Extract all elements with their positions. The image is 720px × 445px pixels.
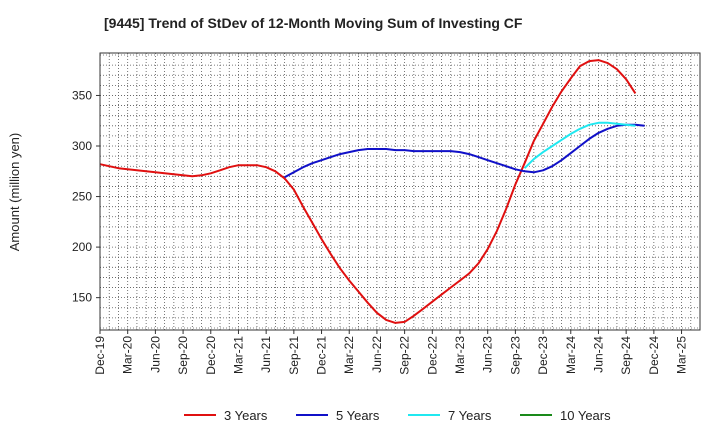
- y-tick-label: 350: [72, 88, 92, 102]
- y-tick-label: 200: [72, 240, 92, 254]
- x-tick-label: Mar-25: [675, 336, 689, 374]
- chart-title: [9445] Trend of StDev of 12-Month Moving…: [104, 15, 523, 31]
- x-tick-label: Jun-24: [591, 336, 605, 373]
- x-tick-label: Mar-21: [231, 336, 245, 374]
- y-tick-label: 250: [72, 190, 92, 204]
- x-tick-label: Dec-19: [93, 336, 107, 375]
- x-tick-label: Jun-20: [148, 336, 162, 373]
- x-tick-label: Mar-24: [564, 336, 578, 374]
- x-tick-label: Mar-22: [342, 336, 356, 374]
- x-tick-label: Dec-20: [204, 336, 218, 375]
- legend-label: 3 Years: [224, 408, 268, 423]
- y-tick-label: 150: [72, 291, 92, 305]
- y-axis-label: Amount (million yen): [7, 133, 22, 252]
- legend-label: 7 Years: [448, 408, 492, 423]
- x-tick-label: Jun-23: [481, 336, 495, 373]
- legend-label: 5 Years: [336, 408, 380, 423]
- y-tick-label: 300: [72, 139, 92, 153]
- series-layer: [99, 59, 645, 324]
- x-tick-label: Sep-21: [287, 336, 301, 375]
- x-tick-label: Sep-22: [398, 336, 412, 375]
- axis-layer: 150 200 250 300 350 Dec-19 Mar-20 Jun-20 Sep-20 D…: [72, 88, 689, 374]
- x-tick-label: Dec-21: [315, 336, 329, 375]
- series-line-7-years: [523, 121, 636, 169]
- plot-frame: [99, 52, 701, 331]
- legend: 3 Years 5 Years 7 Years 10 Years: [184, 408, 611, 423]
- x-tick-label: Mar-20: [121, 336, 135, 374]
- legend-label: 10 Years: [560, 408, 611, 423]
- x-tick-label: Dec-24: [647, 336, 661, 375]
- x-tick-label: Dec-23: [536, 336, 550, 375]
- x-tick-label: Jun-21: [259, 336, 273, 373]
- series-line-5-years: [284, 123, 645, 179]
- series-line-3-years: [99, 59, 637, 324]
- grid-layer: [100, 53, 700, 330]
- x-tick-label: Mar-23: [453, 336, 467, 374]
- x-tick-label: Sep-23: [508, 336, 522, 375]
- x-tick-label: Jun-22: [370, 336, 384, 373]
- x-tick-label: Sep-24: [619, 336, 633, 375]
- x-tick-label: Dec-22: [425, 336, 439, 375]
- x-tick-label: Sep-20: [176, 336, 190, 375]
